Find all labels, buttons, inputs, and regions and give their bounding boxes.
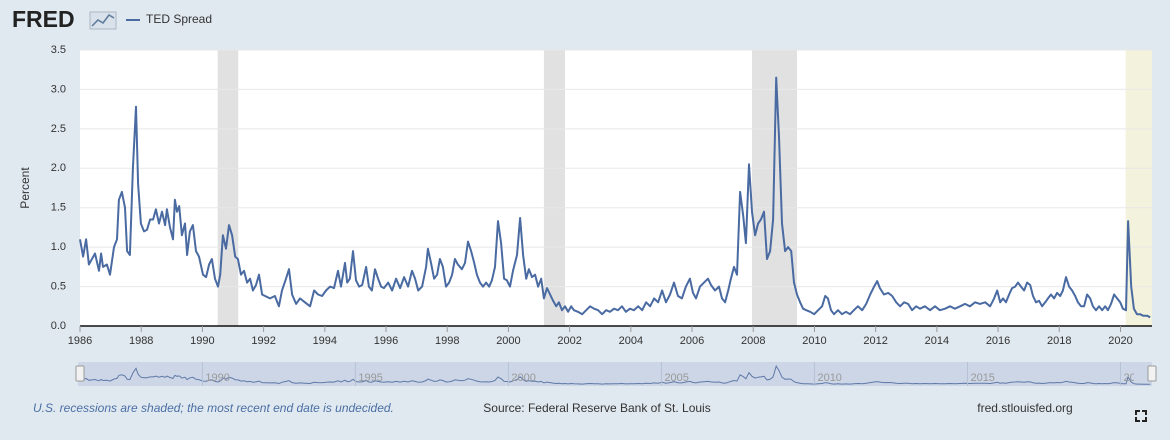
- series-line: [79, 76, 1151, 319]
- y-tick-label: 3.5: [51, 44, 66, 56]
- x-tick-label: 1998: [435, 335, 459, 347]
- legend-label: TED Spread: [146, 12, 212, 26]
- navigator-line: [79, 364, 1151, 385]
- x-tick-label: 2012: [863, 335, 887, 347]
- undecided-recession-band: [1125, 50, 1152, 326]
- x-tick-label: 1994: [313, 335, 337, 347]
- x-tick-label: 1990: [190, 335, 214, 347]
- y-tick-label: 2.5: [51, 123, 66, 135]
- x-tick-label: 2016: [986, 335, 1010, 347]
- recession-note: U.S. recessions are shaded; the most rec…: [33, 401, 394, 415]
- x-tick-label: 1986: [68, 335, 92, 347]
- navigator-tick-label: 1995: [358, 372, 382, 384]
- x-tick-label: 2020: [1108, 335, 1132, 347]
- x-tick-label: 2008: [741, 335, 765, 347]
- x-tick-label: 1992: [251, 335, 275, 347]
- x-tick-label: 2018: [1047, 335, 1071, 347]
- x-tick-label: 2006: [680, 335, 704, 347]
- y-tick-label: 1.5: [51, 202, 66, 214]
- y-tick-label: 2.0: [51, 162, 66, 174]
- logo: FRED: [12, 6, 75, 32]
- x-tick-label: 2002: [557, 335, 581, 347]
- navigator-tick-label: 1990: [205, 372, 229, 384]
- recession-band: [543, 50, 566, 326]
- y-tick-label: 0.5: [51, 280, 66, 292]
- navigator-tick-label: 2020: [1123, 372, 1147, 384]
- y-axis-label: Percent: [18, 167, 32, 209]
- source: Source: Federal Reserve Bank of St. Loui…: [483, 401, 710, 415]
- y-tick-label: 0.0: [51, 320, 66, 332]
- navigator-handle[interactable]: [1147, 365, 1157, 382]
- y-tick-label: 1.0: [51, 241, 66, 253]
- recession-band: [217, 50, 239, 326]
- x-tick-label: 2010: [802, 335, 826, 347]
- navigator-tick-label: 2000: [511, 372, 535, 384]
- navigator-tick-label: 2010: [817, 372, 841, 384]
- x-tick-label: 1996: [374, 335, 398, 347]
- navigator-tick-label: 2015: [970, 372, 994, 384]
- x-tick-label: 2014: [925, 335, 949, 347]
- navigator-ticks: 1990 1995 2000 2005 2010 2015 2020: [201, 362, 1147, 386]
- fullscreen-button[interactable]: [1135, 410, 1147, 422]
- x-tick-label: 2004: [619, 335, 643, 347]
- x-tick-label: 2000: [496, 335, 520, 347]
- navigator-tick-label: 2005: [664, 372, 688, 384]
- y-tick-label: 3.0: [51, 83, 66, 95]
- plot-area: [80, 49, 1152, 327]
- source-url: fred.stlouisfed.org: [977, 401, 1072, 415]
- navigator-handle[interactable]: [75, 365, 85, 382]
- logo-icon: [89, 11, 117, 30]
- x-tick-label: 1988: [129, 335, 153, 347]
